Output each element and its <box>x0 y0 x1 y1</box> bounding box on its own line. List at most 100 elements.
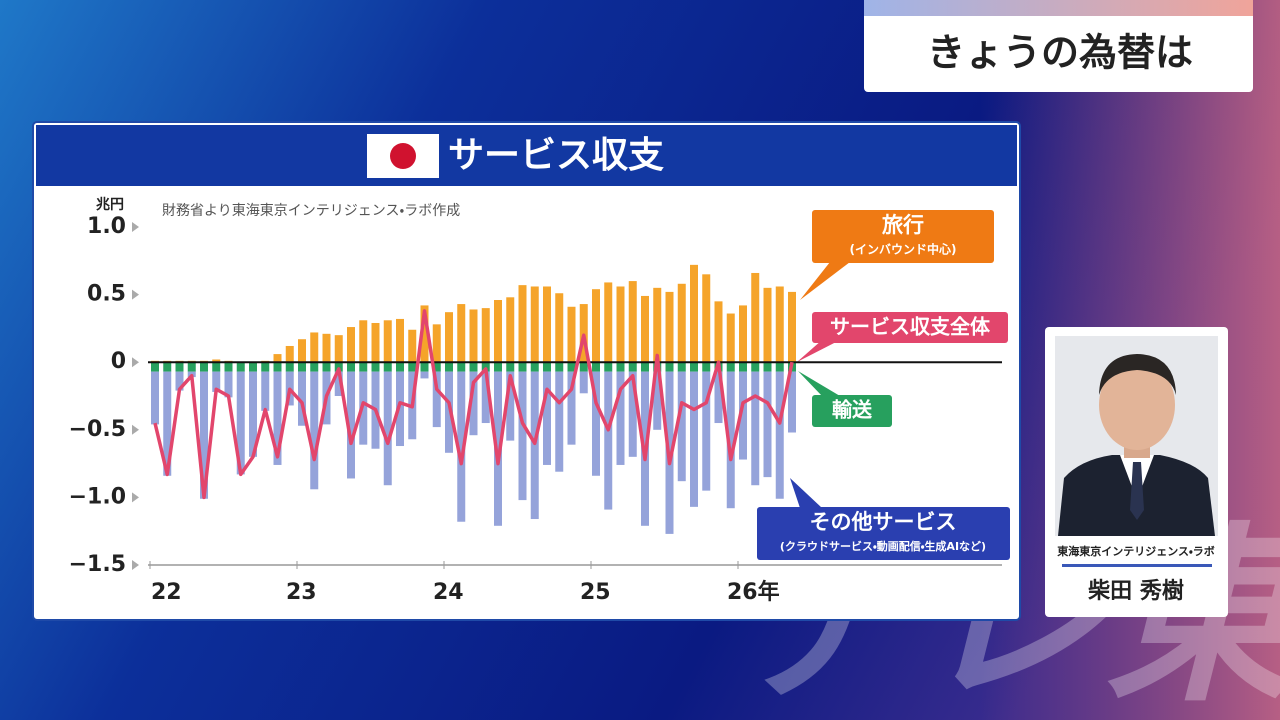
x-tick-label: 24 <box>433 580 464 605</box>
bar <box>334 335 343 363</box>
callout-box <box>757 507 1010 560</box>
bar <box>506 362 515 372</box>
bar <box>604 371 613 510</box>
bar <box>212 362 221 372</box>
bar <box>371 322 380 363</box>
bar <box>543 371 551 465</box>
bar <box>445 312 453 363</box>
bar <box>518 362 527 372</box>
bar <box>604 362 613 372</box>
legend-label: 輸送 <box>832 398 872 422</box>
bar <box>702 362 711 372</box>
bar <box>359 362 368 372</box>
bar <box>518 285 527 363</box>
bar <box>310 371 319 490</box>
bar <box>396 371 404 447</box>
bar <box>555 293 564 363</box>
bar <box>714 371 723 424</box>
bar <box>775 371 784 499</box>
bar <box>481 371 490 424</box>
bar <box>665 291 674 363</box>
bar <box>616 286 625 363</box>
bar <box>383 320 392 363</box>
bar <box>751 362 760 372</box>
bar <box>677 362 686 372</box>
bar <box>175 362 184 372</box>
bar <box>677 371 686 482</box>
bar <box>665 362 674 372</box>
y-tick-mark <box>132 357 139 368</box>
callout-pointer <box>798 371 840 396</box>
bar <box>445 371 453 453</box>
bar <box>677 283 686 363</box>
bar <box>518 371 527 501</box>
bar <box>739 305 747 363</box>
bar <box>726 362 735 372</box>
bar <box>371 362 380 372</box>
bar <box>788 371 796 433</box>
bar <box>383 371 392 486</box>
bar <box>212 371 221 392</box>
x-tick-label: 23 <box>286 580 317 605</box>
x-tick-label: 26年 <box>727 579 780 605</box>
bar <box>592 371 600 476</box>
bar <box>322 333 331 363</box>
header-box <box>864 0 1253 92</box>
legend-sublabel: (クラウドサービス・動画配信・生成AIなど) <box>780 539 986 553</box>
y-tick-mark <box>132 424 139 435</box>
bar <box>347 327 355 363</box>
person-name: 柴田 秀樹 <box>1087 578 1184 604</box>
bar <box>628 281 637 363</box>
bar <box>641 295 649 363</box>
bar <box>592 289 600 363</box>
y-tick-label: 0 <box>111 349 126 374</box>
bar <box>420 305 429 363</box>
person-tie <box>1130 462 1144 520</box>
bar <box>432 324 441 363</box>
bar <box>726 313 735 363</box>
legend-label: 旅行 <box>881 213 924 237</box>
x-tick-label: 25 <box>580 580 611 605</box>
bar <box>579 371 588 394</box>
bar <box>494 362 502 372</box>
bar <box>310 362 319 372</box>
bar <box>628 371 637 457</box>
flag-sun <box>390 143 416 169</box>
bar <box>334 371 343 396</box>
bar <box>555 371 564 472</box>
bar <box>579 304 588 363</box>
y-tick-label: −1.0 <box>69 484 126 509</box>
bar <box>616 362 625 372</box>
y-tick-label: −1.5 <box>69 552 126 577</box>
bar <box>702 274 711 363</box>
bar <box>579 362 588 372</box>
bar <box>298 362 306 372</box>
bar <box>298 339 306 363</box>
bar <box>396 318 404 363</box>
bar <box>273 362 282 372</box>
bar <box>494 371 502 526</box>
person-head <box>1099 360 1175 450</box>
callout-box <box>812 210 994 263</box>
bar <box>714 301 723 363</box>
bar <box>567 306 576 363</box>
plot: 1.0 0.5 0 −0.5 −1.0 −1.5 22 23 24 25 26年 <box>69 214 1002 605</box>
bar <box>726 371 735 509</box>
bar <box>224 371 233 398</box>
bar <box>408 329 417 363</box>
bar <box>641 362 649 372</box>
bar <box>506 297 515 363</box>
person-affiliation: 東海東京インテリジェンス・ラボ <box>1057 544 1215 558</box>
callout-box <box>812 395 892 427</box>
bar <box>420 371 429 379</box>
callout-box <box>812 312 1008 343</box>
bar <box>273 371 282 465</box>
bar <box>236 371 245 475</box>
total-line <box>153 309 794 500</box>
bar <box>604 282 613 363</box>
bar <box>481 362 490 372</box>
bar <box>530 362 539 372</box>
bar <box>628 362 637 372</box>
bar <box>200 371 208 499</box>
